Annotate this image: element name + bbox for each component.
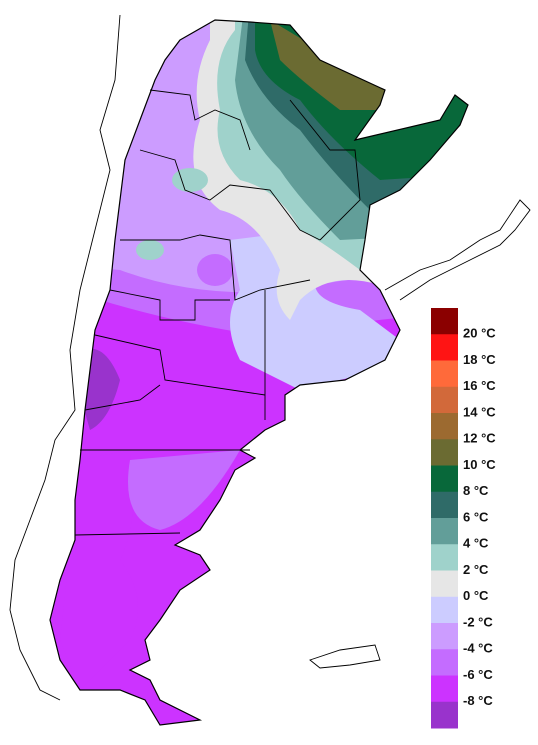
- legend-label: 12 °C: [463, 431, 496, 446]
- legend-label: -8 °C: [463, 693, 493, 708]
- legend-label: 4 °C: [463, 536, 489, 551]
- legend-swatch: [431, 518, 458, 545]
- legend-label: 16 °C: [463, 378, 496, 393]
- legend-swatch: [431, 334, 458, 361]
- legend-swatch: [431, 386, 458, 414]
- legend-swatch: [431, 439, 458, 466]
- legend-label: 8 °C: [463, 483, 489, 498]
- legend-label: 0 °C: [463, 588, 489, 603]
- legend-swatch: [431, 675, 458, 703]
- legend-swatch: [431, 308, 458, 335]
- legend-swatch: [431, 570, 458, 598]
- legend-swatch: [431, 623, 458, 650]
- legend-label: -6 °C: [463, 667, 493, 682]
- legend-swatch: [431, 544, 458, 571]
- legend-swatch: [431, 465, 458, 493]
- legend-label: 2 °C: [463, 562, 489, 577]
- legend-swatch: [431, 649, 458, 676]
- legend-label: -4 °C: [463, 641, 493, 656]
- province-borders: [74, 89, 361, 536]
- legend-swatch: [431, 413, 458, 440]
- legend-swatch: [431, 701, 458, 729]
- legend-label: 6 °C: [463, 509, 489, 524]
- legend-label: 18 °C: [463, 352, 496, 367]
- legend-label: 14 °C: [463, 404, 496, 419]
- legend-label: 20 °C: [463, 326, 496, 341]
- legend-label: -2 °C: [463, 614, 493, 629]
- neighbor-outlines: [9, 14, 531, 701]
- legend-swatch: [431, 491, 458, 519]
- legend-label: 10 °C: [463, 457, 496, 472]
- legend-swatch: [431, 596, 458, 624]
- legend: 20 °C 18 °C 16 °C 14 °C 12 °C 10 °C 8 °C 6 °C 4 …: [431, 308, 496, 729]
- legend-swatch: [431, 360, 458, 388]
